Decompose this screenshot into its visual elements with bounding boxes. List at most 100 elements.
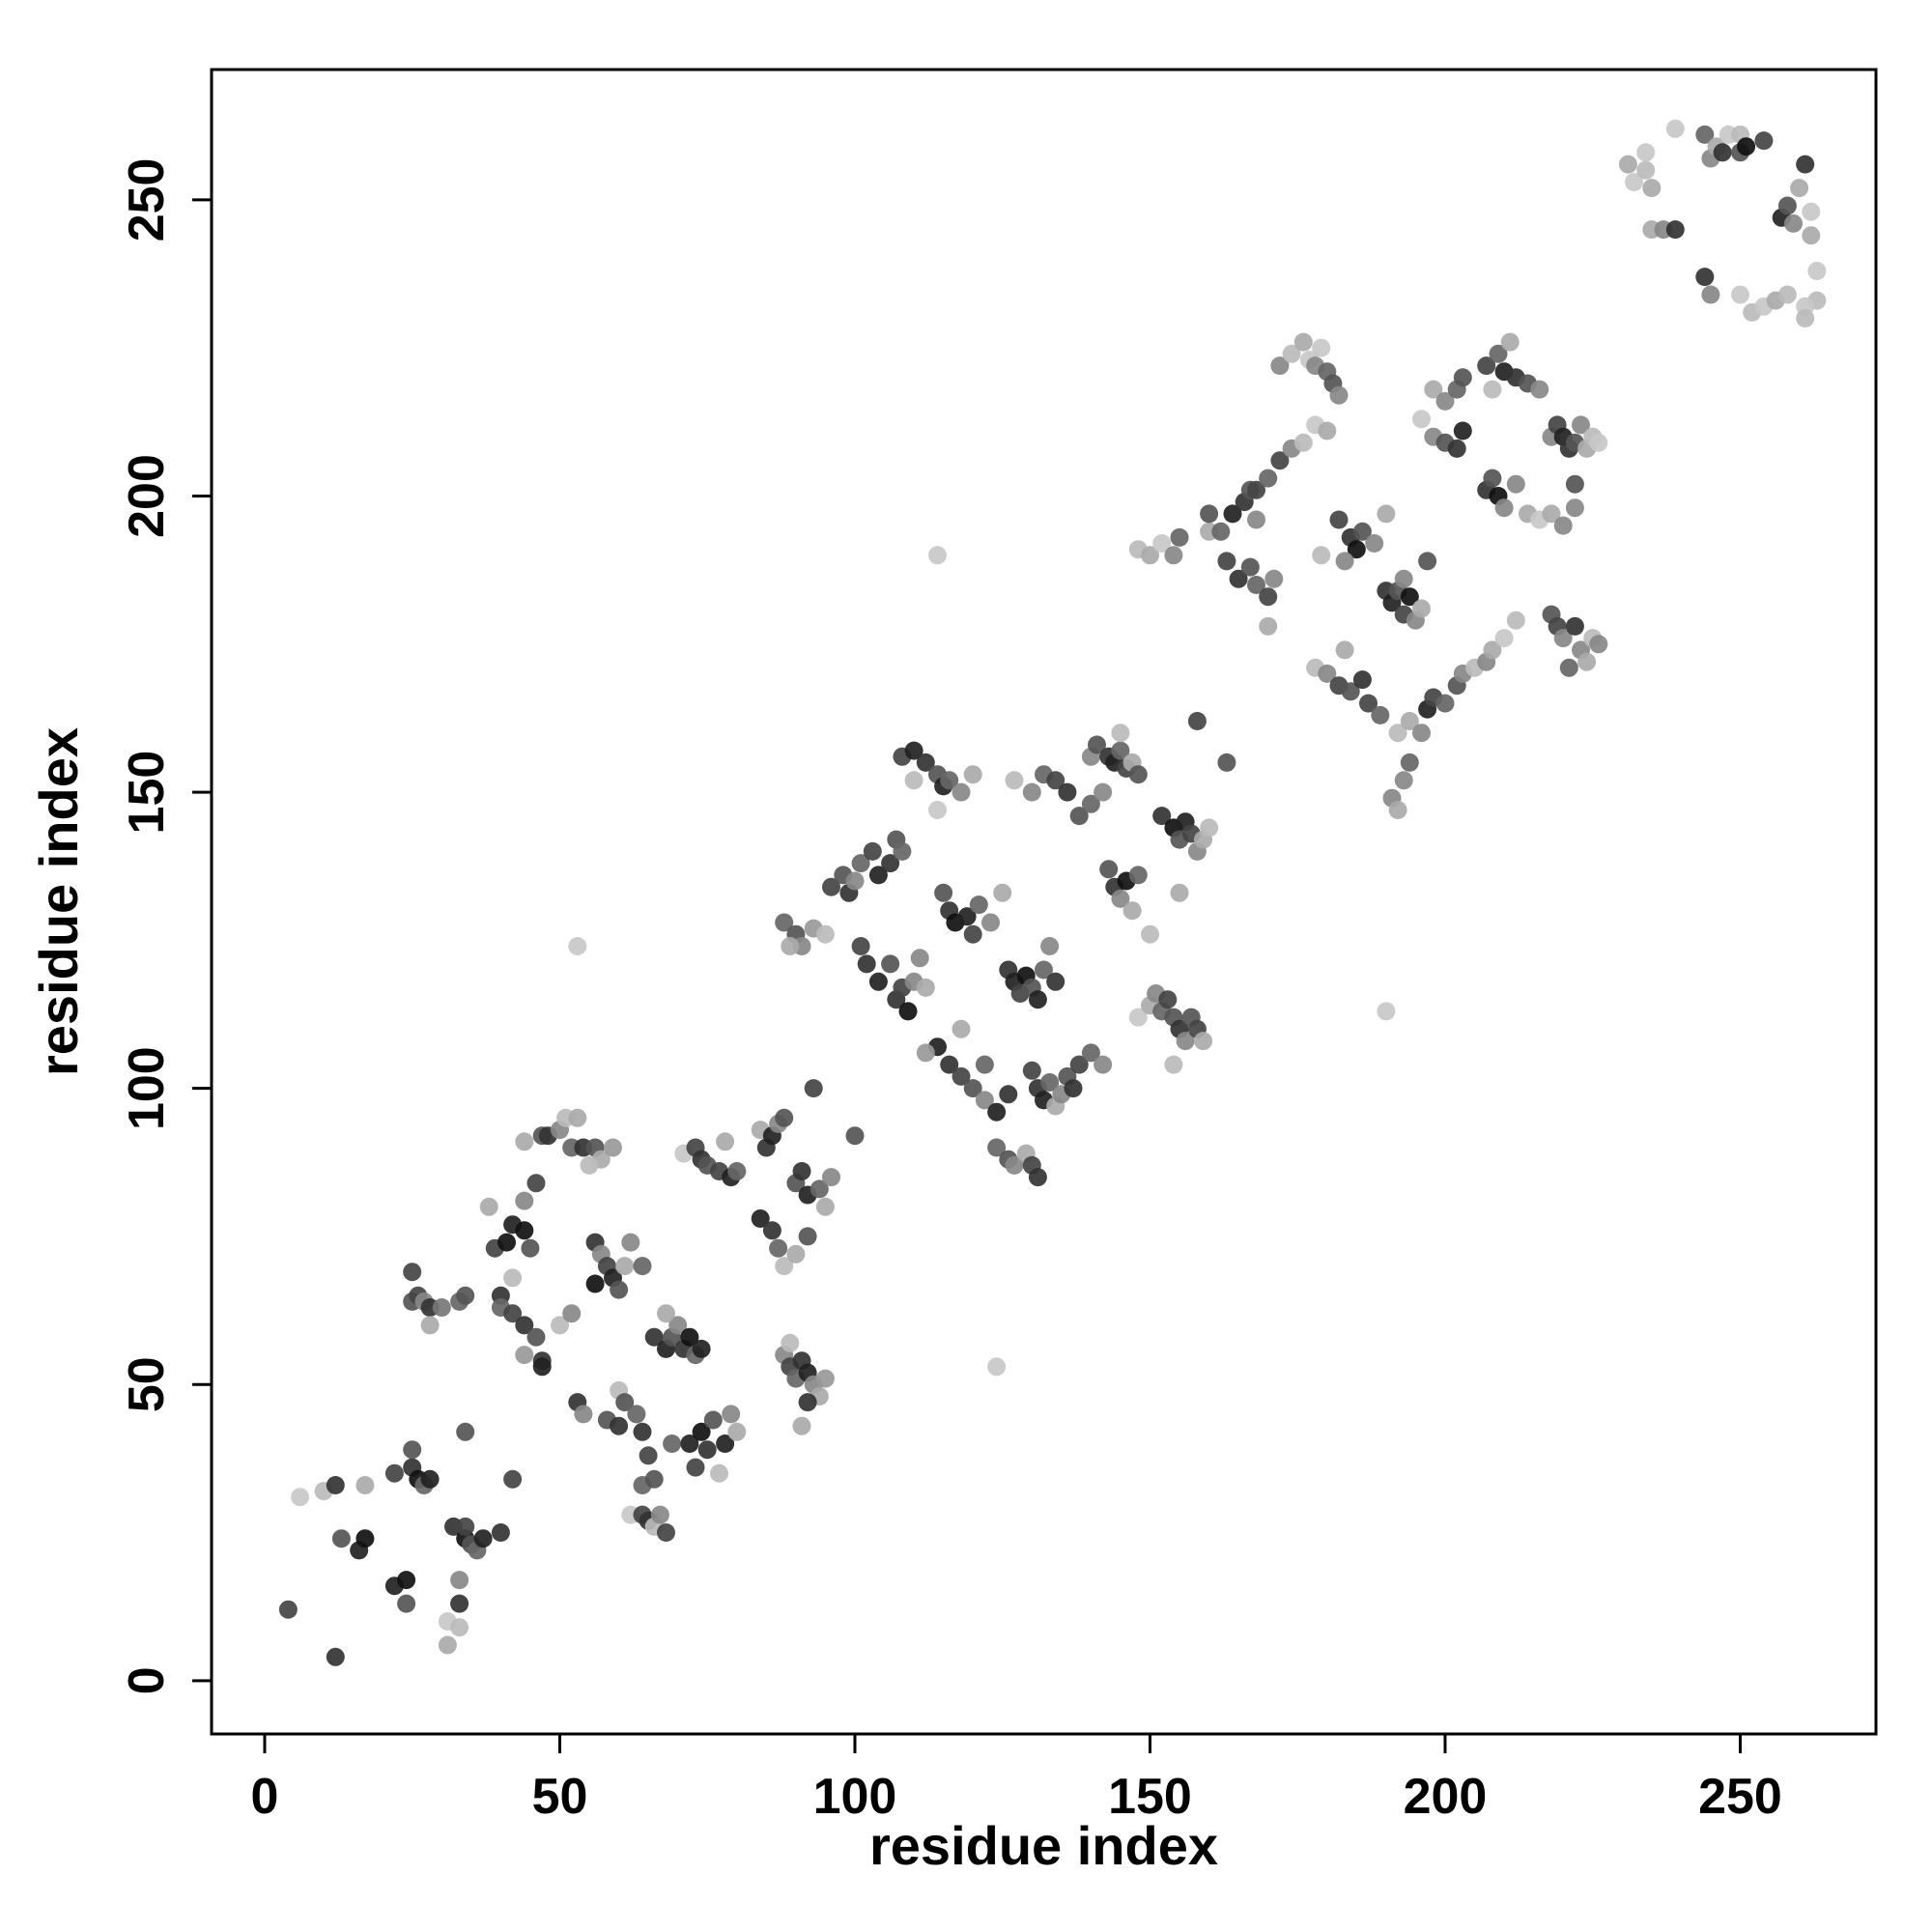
data-point (1247, 576, 1265, 594)
data-point (384, 1463, 404, 1483)
data-point (1240, 557, 1260, 577)
data-point (1565, 616, 1584, 636)
data-point (1318, 664, 1337, 683)
data-point (952, 1066, 971, 1086)
data-point (845, 1126, 865, 1146)
data-point (815, 924, 835, 944)
data-point (491, 1523, 510, 1542)
data-point (1701, 285, 1720, 304)
data-point (1796, 155, 1815, 174)
data-point (420, 1316, 440, 1335)
data-point (963, 765, 982, 784)
data-point (1187, 712, 1207, 730)
data-point (957, 907, 977, 926)
data-point (781, 937, 800, 955)
data-point (1784, 213, 1803, 233)
data-point (610, 1280, 629, 1299)
data-point (916, 753, 935, 772)
data-point (910, 949, 929, 968)
data-point (692, 1422, 711, 1441)
data-point (893, 841, 912, 861)
data-point (1335, 552, 1354, 571)
data-point (952, 782, 971, 802)
data-point (786, 1244, 806, 1264)
data-point (1200, 504, 1219, 524)
data-point (515, 1221, 534, 1240)
y-tick-label: 200 (119, 454, 175, 538)
data-point (851, 854, 870, 873)
data-point (1636, 143, 1656, 162)
y-axis: 0 50 100 150 200 250 (119, 158, 213, 1694)
data-point (1318, 421, 1337, 440)
data-point (987, 1102, 1007, 1122)
data-point (397, 1594, 416, 1613)
data-point (1211, 522, 1231, 541)
data-point (1618, 155, 1637, 174)
data-point (727, 1162, 747, 1180)
x-tick-label: 150 (1108, 1769, 1192, 1825)
data-point (1347, 540, 1366, 559)
data-point (1005, 771, 1024, 790)
data-point (963, 924, 982, 944)
data-point (1453, 421, 1472, 440)
data-point (1176, 1032, 1195, 1051)
data-point (1506, 611, 1525, 630)
data-point (697, 1440, 717, 1460)
data-point (762, 1221, 781, 1240)
x-tick-label: 100 (813, 1769, 897, 1825)
data-point (1141, 924, 1159, 944)
data-point (722, 1405, 741, 1424)
data-point (604, 1138, 622, 1157)
data-point (1270, 451, 1290, 470)
data-point (1088, 735, 1106, 754)
data-point (928, 546, 947, 565)
data-point (355, 1529, 375, 1548)
data-point (1695, 125, 1715, 144)
data-point (881, 954, 900, 974)
data-point (1553, 516, 1573, 535)
data-point (568, 937, 587, 955)
data-point (1400, 712, 1419, 730)
data-point (1270, 356, 1290, 376)
data-point (1094, 1055, 1113, 1074)
data-point (1565, 498, 1584, 518)
data-point (1293, 332, 1313, 352)
data-point (615, 1393, 635, 1412)
data-point (585, 1274, 605, 1293)
data-point (497, 1233, 516, 1252)
data-point (1111, 724, 1130, 743)
data-point (1731, 285, 1749, 304)
data-point (1418, 552, 1437, 571)
data-point (916, 978, 935, 997)
data-point (1040, 1073, 1060, 1092)
data-point (815, 1197, 835, 1216)
data-point (1483, 469, 1502, 488)
data-point (1200, 818, 1219, 838)
data-point (692, 1339, 711, 1358)
data-point (1394, 569, 1413, 588)
data-point (432, 1298, 451, 1317)
data-point (1312, 546, 1331, 565)
data-point (1028, 990, 1047, 1009)
data-point (1359, 694, 1378, 713)
data-point (610, 1416, 629, 1435)
data-point (532, 1357, 552, 1377)
data-point (775, 913, 794, 932)
data-point (1400, 587, 1419, 607)
data-point (686, 1458, 705, 1477)
data-point (473, 1529, 493, 1548)
data-point (278, 1600, 298, 1619)
data-point (1412, 599, 1431, 618)
data-point (1665, 220, 1685, 240)
data-point (1447, 439, 1466, 458)
data-point (627, 1405, 646, 1424)
data-point (663, 1435, 682, 1453)
data-point (993, 883, 1012, 902)
data-point (397, 1571, 416, 1590)
data-point (1665, 119, 1685, 138)
data-point (1229, 569, 1248, 588)
data-point (963, 1079, 982, 1098)
data-point (1164, 1055, 1183, 1074)
data-point (1122, 901, 1142, 921)
